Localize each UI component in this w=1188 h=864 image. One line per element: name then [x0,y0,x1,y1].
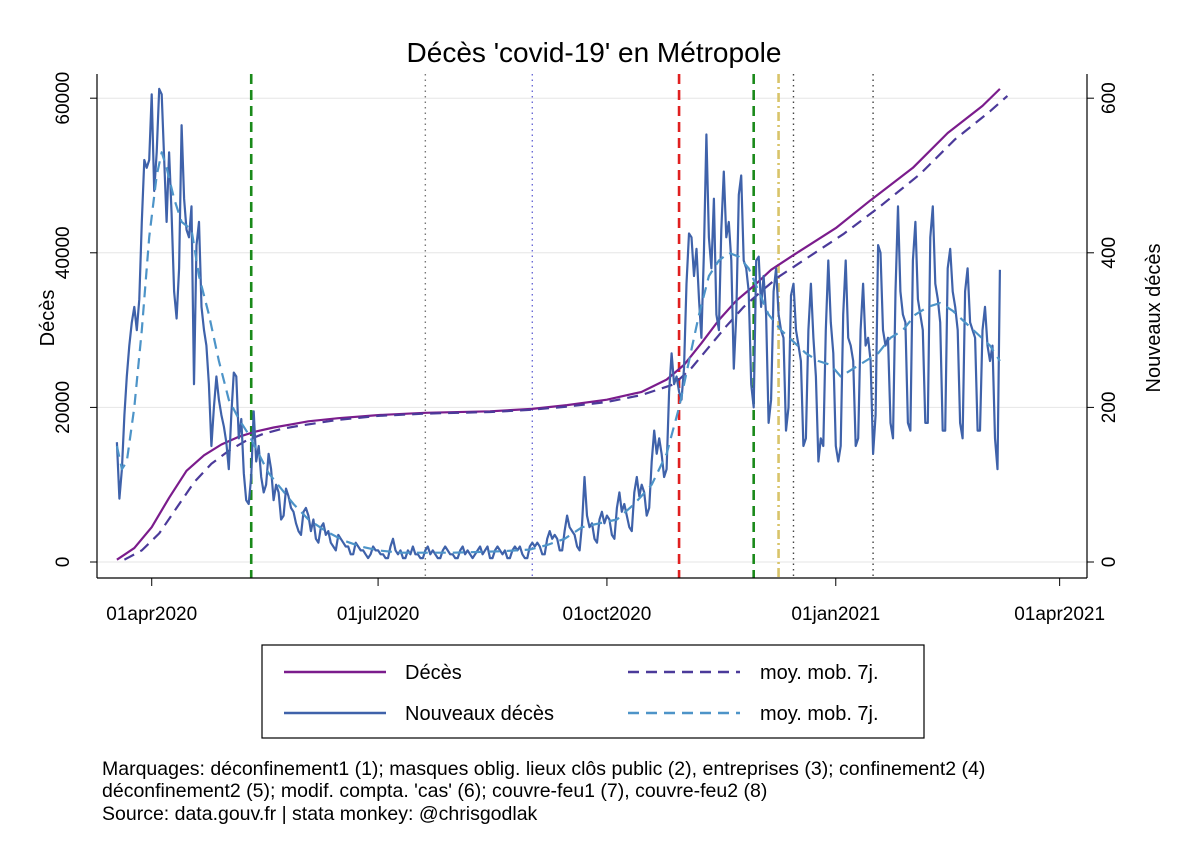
y-tick-label-right: 0 [1099,557,1120,568]
y-axis-label-right: Nouveaux décès [1143,244,1165,393]
legend: Décès moy. mob. 7j. Nouveaux décès moy. … [261,644,925,739]
series-lines [115,87,1009,561]
x-tick-label: 01jan2021 [791,604,880,625]
notes-markers-line2: déconfinement2 (5); modif. compta. 'cas'… [102,780,768,802]
series-line-3 [115,151,1001,554]
chart-title: Décès 'covid-19' en Métropole [407,37,782,68]
gridlines [97,97,1087,563]
y-axis-label-left: Décès [37,290,59,347]
x-tick-label: 01oct2020 [563,604,652,625]
y-tick-label-left: 0 [53,557,74,568]
legend-label-nouveaux: Nouveaux décès [405,703,554,725]
series-line-0 [116,88,1001,561]
legend-label-deces-mm: moy. mob. 7j. [760,662,879,684]
notes-source: Source: data.gouv.fr | stata monkey: @ch… [102,803,538,825]
y-tick-label-left: 20000 [53,381,74,434]
x-tick-label: 01apr2020 [106,604,197,625]
y-tick-label-left: 60000 [53,72,74,125]
notes-markers-line1: Marquages: déconfinement1 (1); masques o… [102,758,986,780]
y-tick-label-left: 40000 [53,226,74,279]
x-tick-label: 01apr2021 [1014,604,1105,625]
legend-box [261,644,925,739]
event-markers [249,74,874,578]
series-line-1 [123,95,1009,561]
y-tick-label-right: 200 [1099,392,1120,424]
series-line-2 [115,87,1001,560]
legend-label-nouveaux-mm: moy. mob. 7j. [760,703,879,725]
axes: 0 20000 40000 60000 0 200 400 600 01apr2020 01jul… [53,72,1120,625]
legend-label-deces: Décès [405,662,462,684]
y-tick-label-right: 400 [1099,237,1120,269]
y-tick-label-right: 600 [1099,82,1120,114]
x-tick-label: 01jul2020 [337,604,419,625]
